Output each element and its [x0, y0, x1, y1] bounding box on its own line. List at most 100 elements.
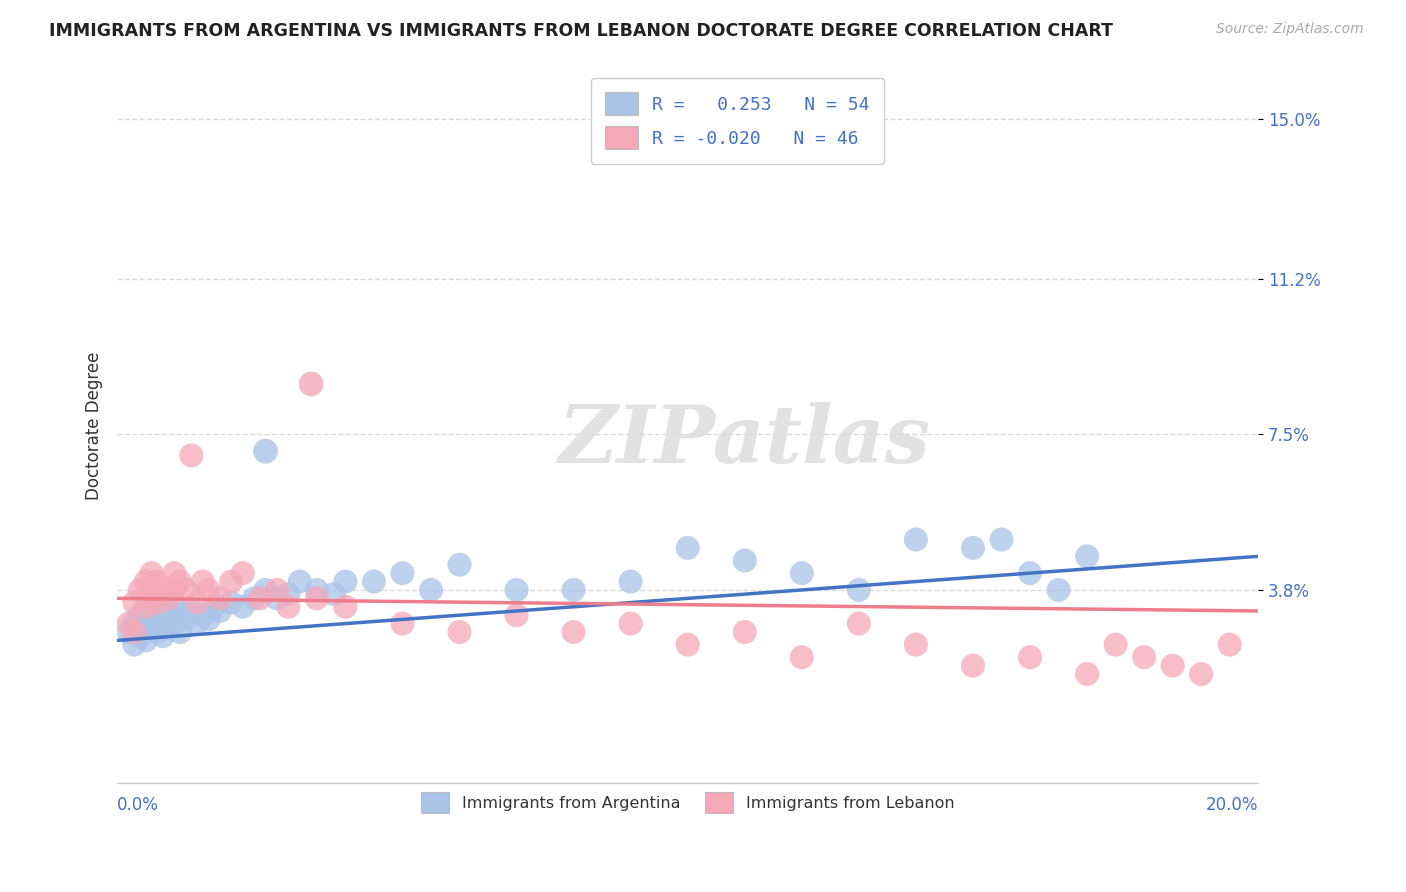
Point	[129, 608, 152, 623]
Point	[146, 625, 169, 640]
Point	[848, 616, 870, 631]
Point	[232, 566, 254, 581]
Point	[135, 616, 157, 631]
Point	[191, 608, 214, 623]
Point	[790, 566, 813, 581]
Point	[169, 608, 191, 623]
Point	[335, 599, 357, 614]
Point	[163, 596, 186, 610]
Point	[323, 587, 346, 601]
Point	[790, 650, 813, 665]
Point	[186, 596, 208, 610]
Point	[146, 574, 169, 589]
Point	[562, 582, 585, 597]
Point	[676, 638, 699, 652]
Text: 20.0%: 20.0%	[1206, 796, 1258, 814]
Text: 0.0%: 0.0%	[117, 796, 159, 814]
Point	[288, 574, 311, 589]
Point	[124, 625, 146, 640]
Point	[305, 582, 328, 597]
Point	[141, 612, 163, 626]
Text: IMMIGRANTS FROM ARGENTINA VS IMMIGRANTS FROM LEBANON DOCTORATE DEGREE CORRELATIO: IMMIGRANTS FROM ARGENTINA VS IMMIGRANTS …	[49, 22, 1114, 40]
Point	[1047, 582, 1070, 597]
Point	[152, 629, 174, 643]
Point	[208, 604, 231, 618]
Point	[180, 604, 202, 618]
Point	[208, 591, 231, 606]
Point	[420, 582, 443, 597]
Point	[174, 582, 197, 597]
Point	[197, 582, 219, 597]
Point	[962, 658, 984, 673]
Point	[221, 596, 243, 610]
Point	[254, 582, 277, 597]
Point	[904, 638, 927, 652]
Point	[277, 587, 299, 601]
Point	[1189, 667, 1212, 681]
Point	[174, 612, 197, 626]
Point	[163, 616, 186, 631]
Point	[135, 574, 157, 589]
Point	[249, 591, 271, 606]
Point	[1076, 549, 1098, 564]
Point	[734, 625, 756, 640]
Point	[243, 591, 266, 606]
Point	[391, 616, 413, 631]
Point	[124, 638, 146, 652]
Point	[135, 604, 157, 618]
Point	[449, 558, 471, 572]
Point	[277, 599, 299, 614]
Point	[505, 608, 527, 623]
Point	[266, 591, 288, 606]
Point	[904, 533, 927, 547]
Point	[180, 449, 202, 463]
Point	[305, 591, 328, 606]
Point	[146, 596, 169, 610]
Point	[202, 599, 225, 614]
Text: ZIPatlas: ZIPatlas	[558, 401, 931, 479]
Point	[152, 612, 174, 626]
Point	[141, 566, 163, 581]
Point	[152, 582, 174, 597]
Point	[1019, 566, 1042, 581]
Point	[676, 541, 699, 555]
Point	[1076, 667, 1098, 681]
Point	[562, 625, 585, 640]
Point	[1133, 650, 1156, 665]
Point	[1161, 658, 1184, 673]
Point	[169, 574, 191, 589]
Text: Source: ZipAtlas.com: Source: ZipAtlas.com	[1216, 22, 1364, 37]
Point	[124, 616, 146, 631]
Point	[232, 599, 254, 614]
Point	[254, 444, 277, 458]
Point	[1104, 638, 1126, 652]
Point	[1019, 650, 1042, 665]
Point	[391, 566, 413, 581]
Point	[146, 599, 169, 614]
Point	[124, 596, 146, 610]
Point	[163, 582, 186, 597]
Point	[117, 625, 139, 640]
Point	[221, 574, 243, 589]
Point	[449, 625, 471, 640]
Point	[363, 574, 385, 589]
Point	[141, 621, 163, 635]
Point	[186, 616, 208, 631]
Point	[848, 582, 870, 597]
Point	[135, 599, 157, 614]
Point	[135, 633, 157, 648]
Point	[141, 582, 163, 597]
Point	[299, 376, 322, 391]
Point	[157, 604, 180, 618]
Point	[1219, 638, 1241, 652]
Point	[157, 621, 180, 635]
Point	[191, 574, 214, 589]
Point	[169, 625, 191, 640]
Point	[197, 612, 219, 626]
Point	[990, 533, 1012, 547]
Point	[129, 629, 152, 643]
Point	[962, 541, 984, 555]
Point	[163, 566, 186, 581]
Point	[505, 582, 527, 597]
Point	[117, 616, 139, 631]
